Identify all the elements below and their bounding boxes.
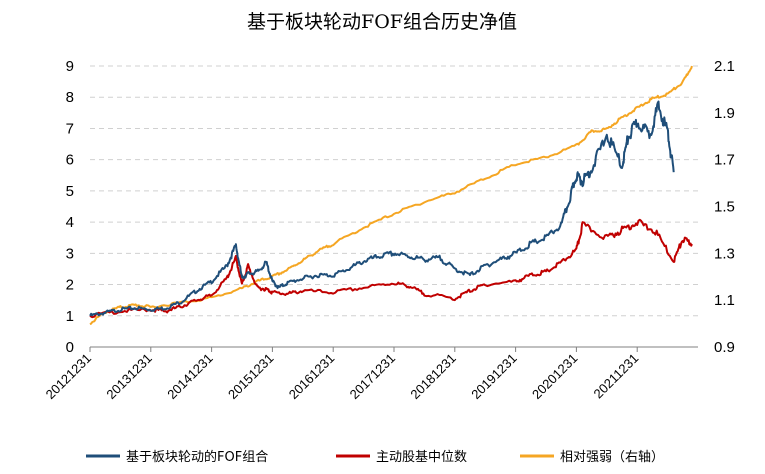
series-line xyxy=(89,218,693,319)
left-tick-label: 3 xyxy=(66,245,74,262)
x-tick-label: 20141231 xyxy=(164,351,216,403)
left-tick-label: 6 xyxy=(66,152,74,169)
x-tick-label: 20181231 xyxy=(407,351,459,403)
x-tick-label: 20131231 xyxy=(103,351,155,403)
legend-label: 相对强弱（右轴） xyxy=(560,450,664,465)
left-tick-label: 0 xyxy=(66,339,74,356)
x-tick-label: 20191231 xyxy=(468,351,520,403)
left-tick-label: 9 xyxy=(66,58,74,75)
series-layer xyxy=(89,65,693,326)
right-tick-label: 1.7 xyxy=(714,152,735,169)
left-tick-label: 4 xyxy=(66,214,74,231)
legend: 基于板块轮动的FOF组合 主动股基中位数 相对强弱（右轴） xyxy=(86,449,664,465)
right-tick-label: 1.1 xyxy=(714,292,735,309)
x-tick-label: 20161231 xyxy=(286,351,338,403)
x-tick-label: 20211231 xyxy=(590,351,641,402)
right-tick-label: 1.3 xyxy=(714,245,735,262)
x-tick-label: 20121231 xyxy=(43,351,95,403)
right-tick-label: 0.9 xyxy=(714,339,735,356)
series-line xyxy=(89,65,693,326)
left-tick-label: 2 xyxy=(66,277,74,294)
right-tick-label: 2.1 xyxy=(714,58,735,75)
right-tick-label: 1.9 xyxy=(714,105,735,122)
x-tick-label: 20151231 xyxy=(225,351,277,403)
x-tick-label: 20201231 xyxy=(529,351,581,403)
left-tick-label: 8 xyxy=(66,89,74,106)
legend-label: 基于板块轮动的FOF组合 xyxy=(126,449,268,465)
left-tick-label: 1 xyxy=(66,308,74,325)
left-tick-label: 5 xyxy=(66,183,74,200)
grid xyxy=(90,65,698,317)
left-tick-label: 7 xyxy=(66,120,74,137)
series-line xyxy=(89,100,675,317)
right-tick-label: 1.5 xyxy=(714,199,735,216)
x-tick-label: 20171231 xyxy=(347,351,399,403)
chart-title: 基于板块轮动FOF组合历史净值 xyxy=(247,11,517,33)
legend-label: 主动股基中位数 xyxy=(376,450,467,465)
